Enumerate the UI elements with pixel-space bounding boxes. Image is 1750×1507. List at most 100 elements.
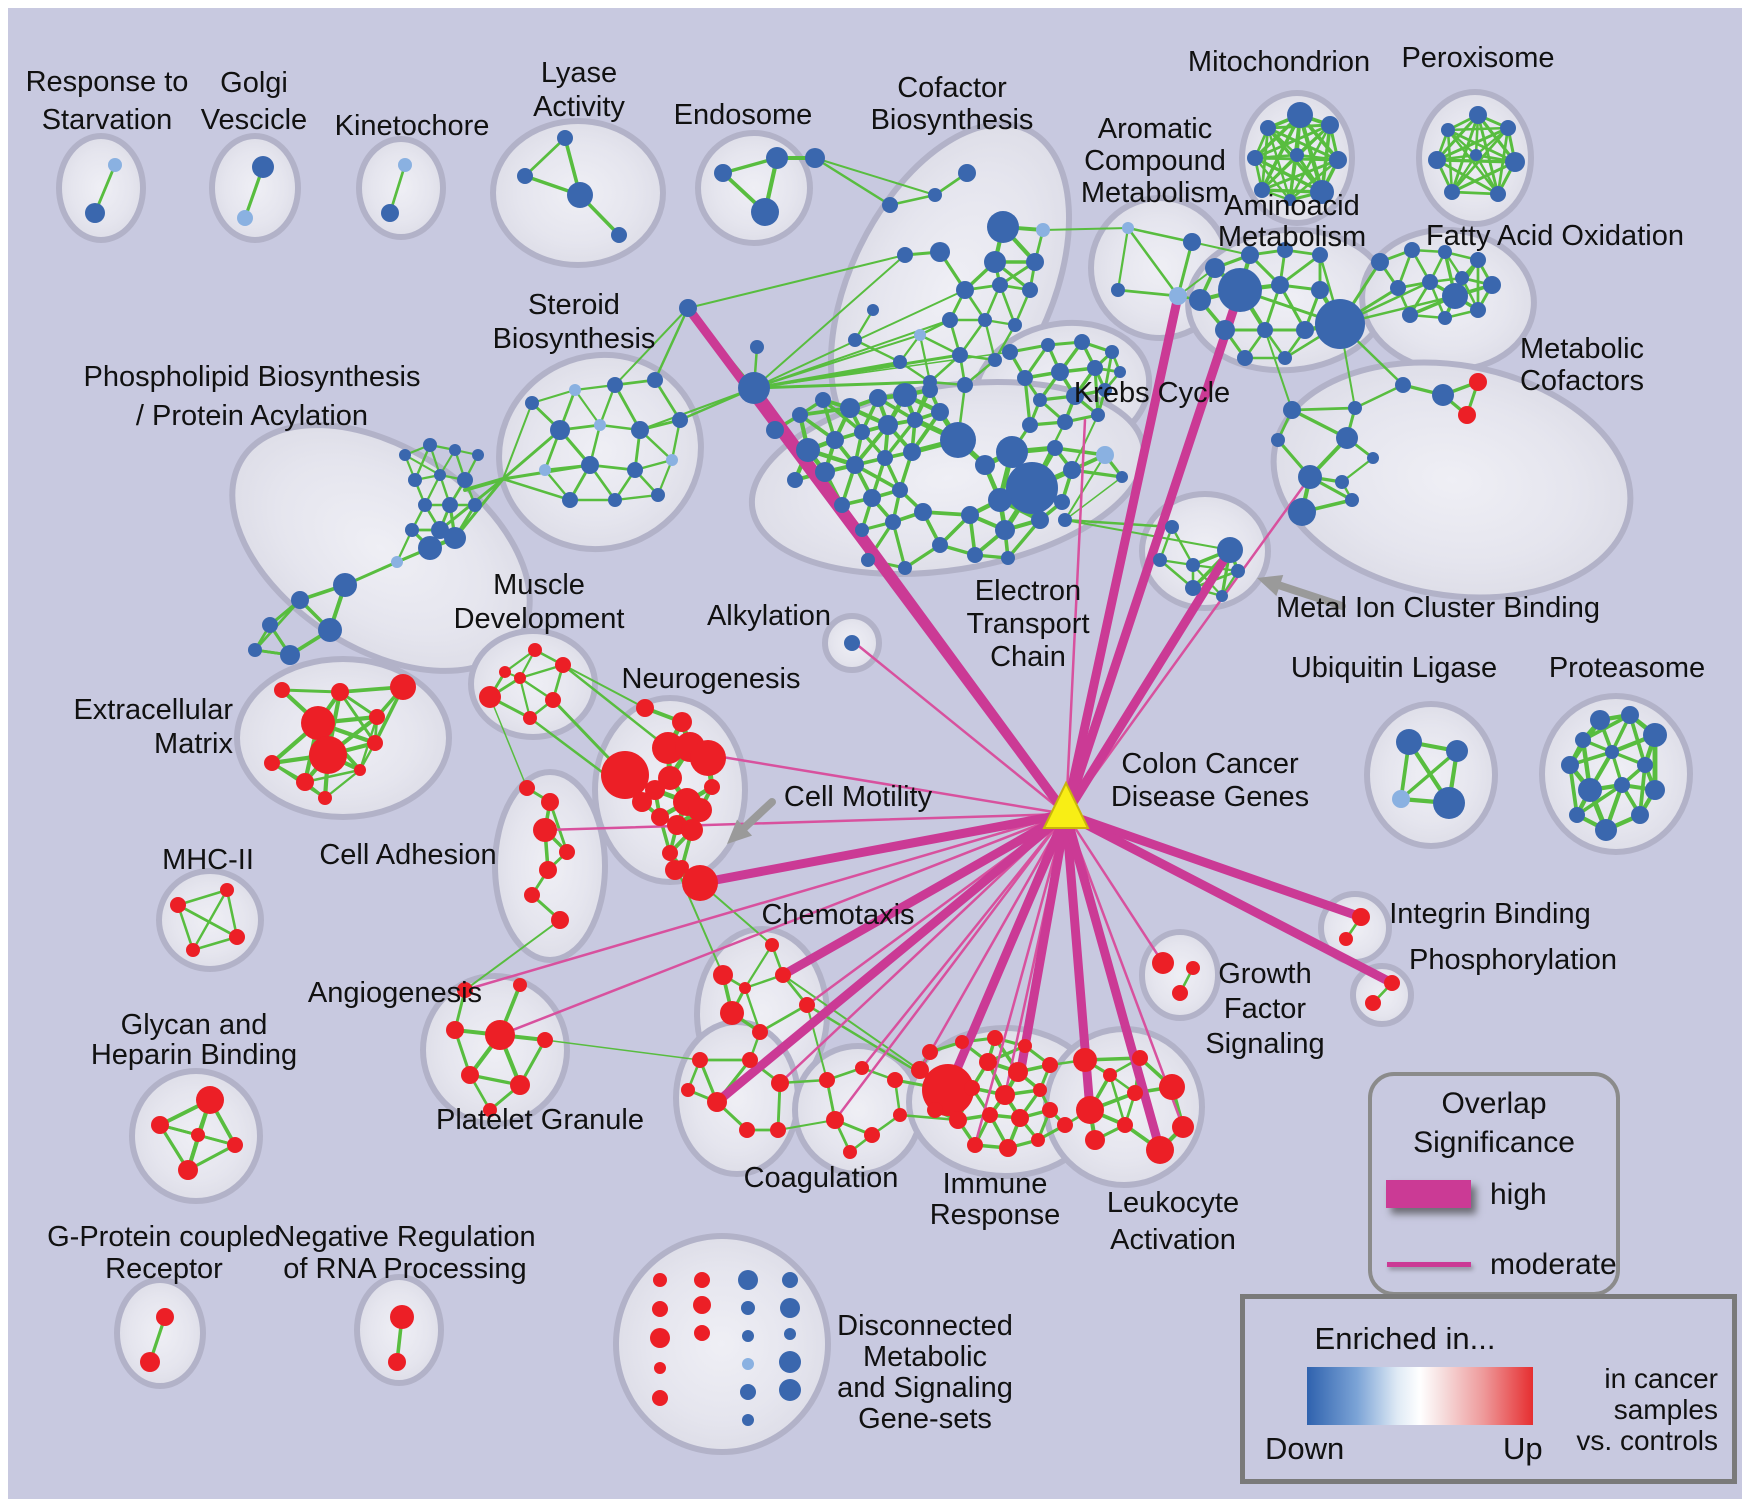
gene-set-node: [533, 818, 557, 842]
edge: [1275, 581, 1346, 610]
gene-set-node: [1446, 740, 1468, 762]
gene-set-node: [979, 1053, 997, 1071]
gene-set-node: [1105, 345, 1119, 359]
gene-set-node: [1169, 287, 1187, 305]
gene-set-node: [539, 464, 551, 476]
gene-set-node: [1091, 408, 1105, 422]
gene-set-node: [855, 523, 869, 537]
gene-set-node: [1438, 245, 1452, 259]
gene-set-node: [877, 450, 893, 466]
gene-set-node: [485, 1020, 515, 1050]
gene-set-node: [1031, 1133, 1045, 1147]
cluster-label-golgi-vescicle: Golgi Vescicle: [201, 67, 307, 136]
gene-set-node: [1237, 350, 1253, 366]
cluster-ellipse-endosome: [695, 130, 813, 246]
cluster-ellipse-extracellular-matrix: [234, 656, 452, 820]
gene-set-node: [1063, 461, 1081, 479]
edge: [176, 888, 229, 907]
gene-set-node: [672, 412, 688, 428]
cluster-label-extracellular-matrix: Extracellular Matrix: [73, 694, 233, 760]
edge: [1260, 153, 1299, 192]
gene-set-node: [885, 514, 901, 530]
gene-set-node: [369, 709, 385, 725]
gene-set-node: [942, 312, 958, 328]
gene-set-node: [861, 553, 875, 567]
enrichment-note-line2: samples: [1613, 1394, 1718, 1425]
gene-set-node: [967, 1137, 983, 1153]
gene-set-node: [1183, 233, 1201, 251]
gene-set-node: [1146, 1136, 1174, 1164]
gene-set-node: [1470, 149, 1482, 161]
gene-set-node: [907, 412, 923, 428]
edge: [806, 1004, 828, 1081]
gene-set-node: [742, 1358, 754, 1370]
gene-set-node: [751, 198, 779, 226]
cluster-label-aminoacid-metabolism: Aminoacid Metabolism: [1218, 190, 1366, 253]
gene-set-node: [799, 997, 815, 1013]
gene-set-node: [662, 845, 678, 861]
gene-set-node: [1298, 465, 1322, 489]
gene-set-node: [940, 422, 976, 458]
cluster-label-coagulation: Coagulation: [744, 1162, 899, 1194]
edge: [1064, 812, 1185, 1129]
gene-set-node: [995, 520, 1015, 540]
gene-set-node: [434, 469, 446, 481]
gene-set-node: [987, 1030, 1003, 1046]
gene-set-node: [510, 1075, 530, 1095]
cluster-label-lyase-activity: Lyase Activity: [533, 57, 625, 123]
gene-set-node: [652, 1301, 668, 1317]
cluster-label-phosphorylation: Phosphorylation: [1409, 944, 1617, 976]
gene-set-node: [1033, 1083, 1047, 1097]
gene-set-node: [779, 1351, 801, 1373]
gene-set-node: [815, 392, 831, 408]
gene-set-node: [682, 865, 718, 901]
gene-set-node: [739, 982, 751, 994]
edge: [1290, 406, 1357, 412]
gene-set-node: [1116, 471, 1128, 483]
gene-set-node: [819, 1072, 835, 1088]
gene-set-node: [854, 424, 870, 440]
gene-set-node: [1433, 787, 1465, 819]
gene-set-node: [1470, 302, 1486, 318]
gene-set-node: [922, 382, 938, 398]
edge: [653, 306, 690, 382]
gene-set-node: [1051, 363, 1069, 381]
gene-set-node: [457, 982, 473, 998]
edge: [502, 402, 533, 480]
gene-set-node: [550, 420, 570, 440]
gene-set-node: [961, 506, 979, 524]
gene-set-node: [999, 1139, 1017, 1157]
gene-set-node: [85, 203, 105, 223]
gene-set-node: [237, 210, 253, 226]
gene-set-node: [1392, 790, 1410, 808]
gene-set-node: [1404, 242, 1420, 258]
gene-set-node: [1643, 723, 1667, 747]
gene-set-node: [1500, 120, 1516, 136]
edge: [1061, 285, 1245, 819]
gene-set-node: [1469, 106, 1487, 124]
gene-set-node: [651, 808, 669, 826]
gene-set-node: [390, 1305, 414, 1329]
gene-set-nodes: [85, 102, 1667, 1426]
gene-set-node: [765, 938, 779, 952]
edge: [1061, 809, 1397, 988]
moderate-significance-swatch: [1387, 1262, 1471, 1267]
edge: [1061, 809, 1366, 922]
gene-set-node: [1339, 932, 1353, 946]
cluster-label-muscle-development: Muscle Development: [454, 569, 625, 635]
edge: [1575, 783, 1624, 817]
gene-set-node: [882, 197, 898, 213]
gene-set-node: [1569, 807, 1585, 823]
gene-set-node: [1483, 276, 1501, 294]
edge: [1266, 126, 1292, 202]
gene-set-node: [156, 1308, 174, 1326]
gene-set-node: [545, 692, 561, 708]
gene-set-node: [1231, 564, 1245, 578]
edge: [1264, 329, 1293, 411]
gene-set-node: [1114, 366, 1126, 378]
gene-set-node: [1254, 182, 1270, 198]
edge: [614, 307, 689, 386]
gene-set-node: [982, 1107, 998, 1123]
gene-set-node: [826, 1111, 844, 1129]
gene-set-node: [1595, 819, 1617, 841]
